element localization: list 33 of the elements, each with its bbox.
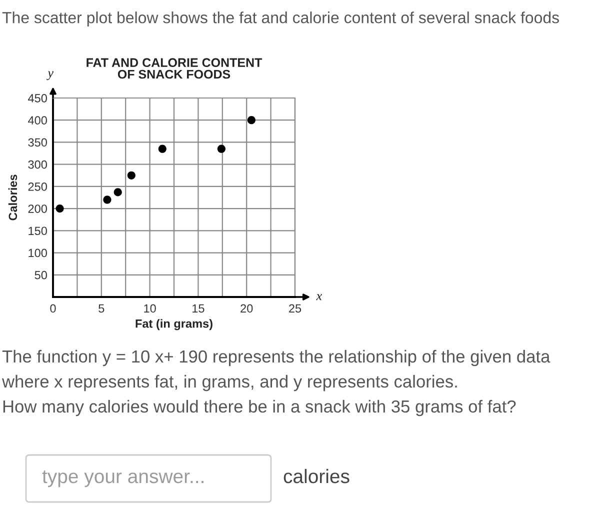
text: The function y = 10 x+ 190 represents the relationship of the given data <box>2 350 550 366</box>
point <box>56 204 64 213</box>
x-tick-label: 25 <box>289 304 302 313</box>
y-tick-label: 300 <box>28 160 47 169</box>
y-tick-label: 200 <box>28 204 47 213</box>
y-tick-label: 250 <box>28 182 47 191</box>
x-tick-label: 10 <box>144 304 156 313</box>
text: The scatter plot below shows the fat and calorie content of several snack foods <box>2 12 559 26</box>
y-axis-title: Calories <box>8 174 18 220</box>
point <box>217 144 226 153</box>
text: How many calories would there be in a snack with 35 grams of fat? <box>3 400 516 416</box>
text: y <box>46 71 54 80</box>
text: where x represents fat, in grams, and y represents calories. <box>2 374 457 392</box>
point <box>247 116 256 124</box>
x-tick-label: 20 <box>240 304 253 313</box>
point <box>114 188 122 196</box>
point <box>158 144 166 153</box>
y-tick-label: 150 <box>28 226 47 236</box>
y-tick-label: 400 <box>28 116 47 125</box>
x-tick-label: 15 <box>192 304 204 313</box>
x-tick-label: 0 <box>50 304 56 313</box>
x-axis-title: Fat (in grams) <box>136 319 212 330</box>
text: type your answer... <box>42 470 204 488</box>
point <box>103 196 112 204</box>
y-tick-label: 100 <box>28 248 47 258</box>
text: calories <box>284 468 350 484</box>
x-tick-label: 5 <box>98 304 104 313</box>
y-tick-label: 350 <box>28 138 47 147</box>
y-tick-label: 50 <box>34 270 47 280</box>
chart-title: FAT AND CALORIE CONTENT OF SNACK FOODS <box>86 58 262 79</box>
text: x <box>316 294 322 300</box>
y-tick-label: 450 <box>28 94 47 102</box>
point <box>127 171 136 180</box>
